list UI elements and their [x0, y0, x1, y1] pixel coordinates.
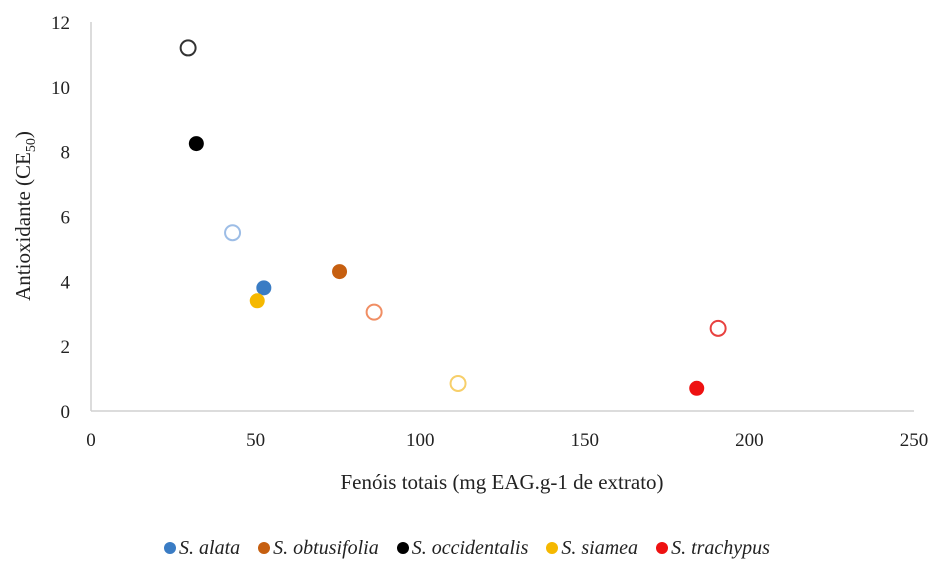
y-tick-label: 8: [61, 143, 71, 164]
y-axis-title-end: ): [11, 131, 35, 138]
y-tick-label: 10: [51, 78, 70, 99]
legend-label: S. alata: [179, 536, 241, 559]
y-tick-labels: 0 2 4 6 8 10 12: [51, 13, 71, 423]
y-tick-label: 4: [61, 272, 71, 293]
legend-label: S. obtusifolia: [273, 536, 379, 559]
x-tick-label: 250: [900, 430, 929, 451]
data-point: [224, 224, 242, 242]
data-point: [332, 264, 348, 280]
y-tick-label: 0: [61, 402, 71, 423]
x-tick-label: 200: [735, 430, 764, 451]
x-tick-label: 100: [406, 430, 435, 451]
data-point: [689, 380, 705, 396]
data-point: [188, 136, 204, 152]
legend-label: S. siamea: [561, 536, 639, 559]
x-tick-label: 50: [246, 430, 265, 451]
y-tick-label: 6: [61, 208, 71, 229]
x-tick-label: 150: [571, 430, 600, 451]
legend-item: S. occidentalis: [396, 536, 529, 560]
y-tick-label: 2: [61, 337, 71, 358]
legend-marker: [164, 542, 177, 554]
x-tick-labels: 0 50 100 150 200 250: [86, 430, 928, 451]
legend-item: S. siamea: [546, 537, 638, 560]
legend-marker: [258, 542, 271, 554]
x-axis-title: Fenóis totais (mg EAG.g-1 de extrato): [340, 470, 663, 494]
y-tick-label: 12: [51, 13, 70, 34]
legend-marker: [396, 542, 409, 554]
data-points: [179, 39, 727, 396]
y-axis-title: Antioxidante (CE50): [11, 131, 39, 301]
scatter-chart: 0 50 100 150 200 250 0 2 4 6 8 10 12 Fenóis totais …: [11, 13, 928, 494]
y-axis-title-sub: 50: [24, 138, 39, 152]
legend: S. alata S. obtusifolia S. occidentalis S. …: [0, 533, 934, 563]
y-axis-title-main: Antioxidante (CE: [11, 152, 35, 301]
legend-item: S. trachypus: [656, 537, 770, 560]
legend-label: S. trachypus: [671, 536, 770, 559]
data-point: [256, 280, 272, 296]
data-point: [449, 374, 467, 392]
data-point: [249, 293, 265, 309]
legend-label: S. occidentalis: [411, 536, 529, 559]
axes: [90, 22, 914, 412]
legend-marker: [546, 542, 559, 554]
legend-item: S. alata: [164, 537, 240, 560]
legend-marker: [656, 542, 669, 554]
data-point: [709, 319, 727, 337]
data-point: [365, 303, 383, 321]
data-point: [179, 39, 197, 57]
legend-item: S. obtusifolia: [258, 537, 379, 560]
x-tick-label: 0: [86, 430, 96, 451]
